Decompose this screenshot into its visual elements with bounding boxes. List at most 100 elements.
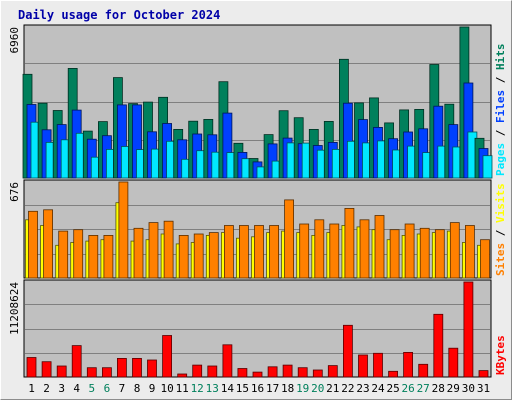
panel-hits-files-pages: 6960 Pages / Files / Hits [8, 24, 507, 179]
bar-kbytes-day-19 [297, 367, 308, 378]
x-tick-label-27: 27 [417, 382, 430, 395]
bar-sites-day-25 [389, 229, 400, 279]
side-legend-kbytes: KBytes [494, 335, 507, 375]
bar-kbytes-day-31 [478, 370, 489, 378]
bar-kbytes-day-11 [177, 373, 188, 378]
x-tick-label-16: 16 [251, 382, 264, 395]
bar-sites-day-8 [133, 227, 144, 279]
side-legend-visits-sites: Sites / Visits [494, 183, 507, 276]
bar-sites-day-20 [314, 219, 325, 279]
bar-sites-day-14 [223, 225, 234, 279]
x-tick-label-31: 31 [477, 382, 490, 395]
bar-sites-day-24 [374, 215, 385, 279]
bar-kbytes-day-26 [403, 351, 414, 378]
legend-entry: / [494, 70, 507, 90]
bar-kbytes-day-2 [41, 361, 52, 378]
legend-entry: / [494, 223, 507, 243]
legend-entry: Files [494, 90, 507, 123]
x-tick-label-29: 29 [447, 382, 460, 395]
x-tick-label-19: 19 [296, 382, 309, 395]
bar-kbytes-day-6 [102, 367, 112, 378]
bar-kbytes-day-18 [282, 364, 293, 378]
x-tick-label-15: 15 [236, 382, 249, 395]
bar-sites-day-4 [73, 229, 84, 279]
bar-kbytes-day-24 [373, 352, 383, 378]
bar-kbytes-day-14 [222, 344, 233, 378]
y-max-label-visits-sites: 676 [8, 182, 21, 202]
x-tick-label-1: 1 [28, 382, 35, 395]
bar-sites-day-21 [329, 223, 340, 279]
bar-kbytes-day-23 [358, 354, 368, 378]
bar-sites-day-28 [434, 229, 445, 279]
x-tick-label-30: 30 [462, 382, 475, 395]
bar-sites-day-3 [58, 230, 69, 279]
legend-entry: Visits [494, 183, 507, 223]
bar-sites-day-2 [43, 209, 53, 279]
plot-area-kbytes [23, 279, 492, 378]
bar-sites-day-31 [480, 239, 490, 279]
x-tick-label-8: 8 [134, 382, 141, 395]
bar-kbytes-day-4 [71, 345, 82, 378]
x-tick-label-18: 18 [281, 382, 294, 395]
bar-kbytes-day-29 [448, 347, 459, 378]
x-tick-label-17: 17 [266, 382, 279, 395]
bar-kbytes-day-25 [388, 370, 399, 378]
x-tick-label-20: 20 [311, 382, 324, 395]
bar-sites-day-17 [269, 225, 280, 279]
legend-entry: / [494, 123, 507, 143]
bar-sites-day-26 [404, 223, 415, 279]
bar-kbytes-day-28 [433, 313, 444, 378]
bar-kbytes-day-7 [117, 357, 127, 378]
bar-sites-day-13 [208, 232, 219, 279]
x-tick-label-22: 22 [341, 382, 354, 395]
bar-kbytes-day-1 [26, 357, 37, 378]
x-tick-label-11: 11 [176, 382, 189, 395]
bar-kbytes-day-15 [237, 368, 248, 378]
x-tick-label-25: 25 [386, 382, 399, 395]
x-tick-label-5: 5 [88, 382, 95, 395]
x-tick-label-7: 7 [119, 382, 126, 395]
panel-kbytes: 11208624 KBytes [8, 279, 507, 378]
bar-sites-day-5 [88, 234, 99, 279]
bar-pages-day-31 [482, 155, 493, 179]
bar-kbytes-day-27 [418, 363, 429, 378]
bar-sites-day-9 [148, 222, 159, 279]
bar-kbytes-day-21 [327, 365, 338, 378]
legend-entry: Pages [494, 143, 507, 176]
y-max-label-hits-files-pages: 6960 [8, 27, 21, 54]
bar-kbytes-day-17 [267, 366, 278, 378]
bar-sites-day-1 [28, 210, 38, 279]
bar-sites-day-15 [238, 225, 249, 279]
bar-sites-day-16 [254, 225, 264, 279]
bar-sites-day-11 [178, 234, 189, 279]
legend-entry: Sites [494, 243, 507, 276]
bar-kbytes-day-16 [252, 371, 263, 378]
bar-sites-day-18 [284, 199, 295, 279]
legend-entry: KBytes [494, 335, 507, 375]
bar-sites-day-29 [449, 222, 460, 279]
x-tick-label-23: 23 [356, 382, 369, 395]
bar-sites-day-7 [118, 181, 129, 279]
x-tick-label-14: 14 [221, 382, 235, 395]
x-tick-label-10: 10 [160, 382, 173, 395]
x-tick-label-4: 4 [73, 382, 80, 395]
x-tick-label-9: 9 [149, 382, 156, 395]
bar-kbytes-day-5 [86, 367, 97, 378]
chart-title: Daily usage for October 2024 [18, 8, 220, 22]
x-tick-label-2: 2 [43, 382, 50, 395]
bar-sites-day-27 [419, 227, 430, 279]
x-tick-label-12: 12 [191, 382, 204, 395]
bar-sites-day-6 [103, 234, 114, 279]
side-legend-hits-files-pages: Pages / Files / Hits [494, 44, 507, 177]
bar-kbytes-day-12 [192, 364, 203, 378]
x-tick-label-28: 28 [432, 382, 445, 395]
x-tick-label-26: 26 [401, 382, 414, 395]
y-max-label-kbytes: 11208624 [8, 282, 21, 335]
bar-kbytes-day-9 [147, 359, 157, 378]
bar-kbytes-day-20 [312, 369, 323, 378]
legend-entry: Hits [494, 44, 507, 71]
bar-kbytes-day-3 [56, 365, 67, 378]
bar-sites-day-10 [163, 220, 174, 279]
x-tick-label-3: 3 [58, 382, 65, 395]
